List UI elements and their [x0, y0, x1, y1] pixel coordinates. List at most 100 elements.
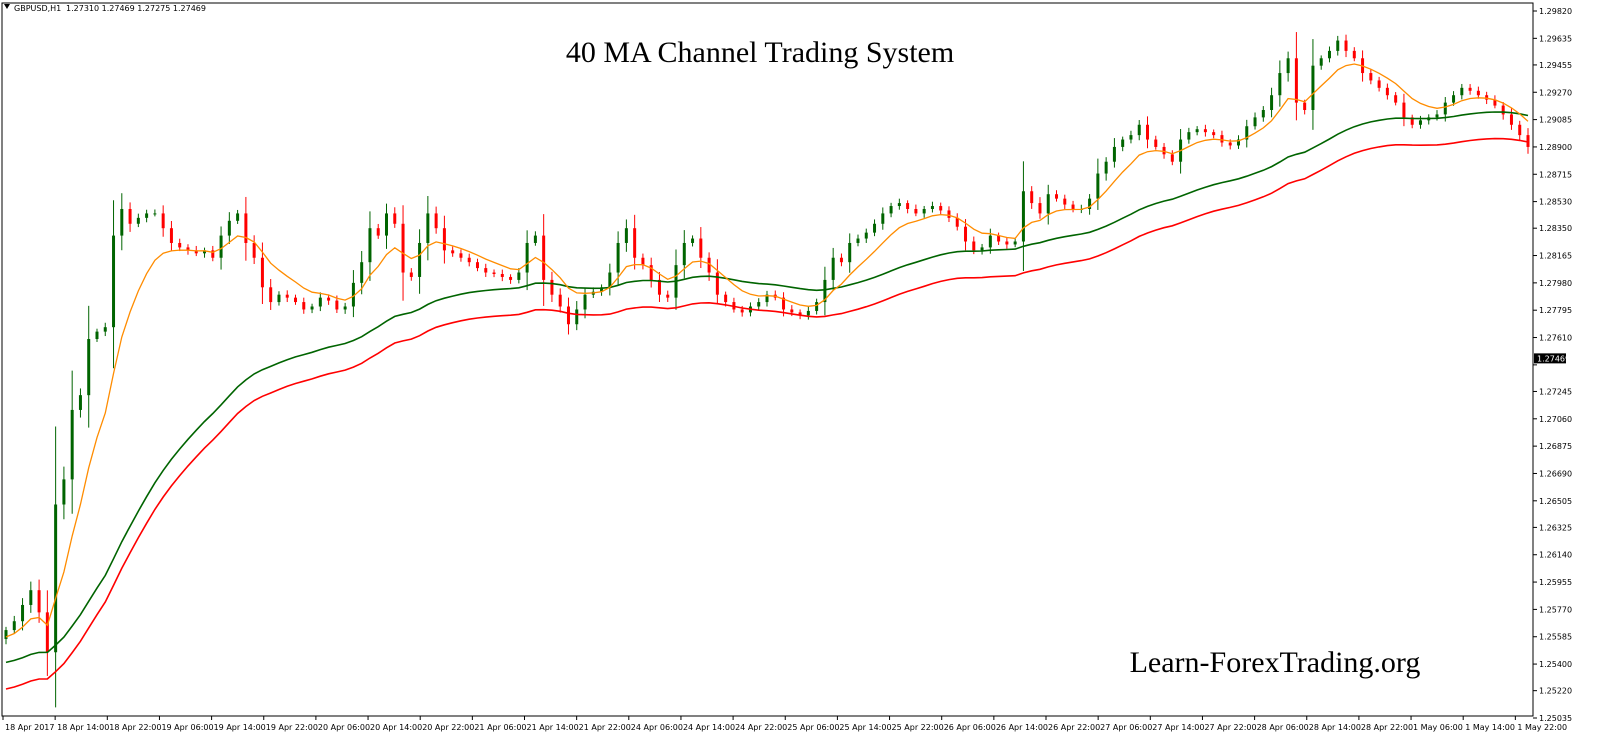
candle-body [533, 235, 537, 243]
candle-body [566, 306, 570, 325]
candle [1121, 136, 1125, 152]
candle-body [426, 213, 430, 243]
candle-body [103, 327, 107, 332]
candle-body [864, 232, 868, 239]
candle [1055, 190, 1059, 202]
candle-body [699, 238, 703, 258]
symbol-dropdown-icon[interactable] [4, 4, 10, 9]
candle [1270, 87, 1274, 118]
symbol-name[interactable]: GBPUSD,H1 [14, 4, 61, 13]
candle-body [1046, 194, 1050, 214]
candle-body [1468, 87, 1472, 91]
candle [691, 235, 695, 247]
candle [178, 238, 182, 252]
candle [1038, 197, 1042, 219]
time-tick-label: 19 Apr 14:00 [214, 723, 266, 732]
candle [1154, 135, 1158, 150]
candle-body [558, 294, 562, 307]
candle [1493, 95, 1497, 109]
candle [1253, 112, 1257, 130]
plot-frame [1, 2, 1534, 717]
candle [211, 245, 215, 262]
candle [1212, 129, 1216, 139]
candle-body [1203, 129, 1207, 133]
candle [657, 272, 661, 303]
candle-body [1129, 135, 1133, 140]
ma-channel-lower [5, 137, 1529, 690]
candle-body [294, 297, 298, 303]
candle-body [757, 302, 761, 307]
candles-layer [4, 32, 1530, 708]
moving-averages-layer [5, 63, 1529, 690]
candle [95, 328, 99, 342]
candle-body [500, 274, 504, 277]
price-tick-label: 1.29820 [1539, 7, 1572, 16]
candle [169, 221, 173, 251]
candle-body [972, 241, 976, 251]
candle-body [1286, 58, 1290, 74]
candle-body [153, 213, 157, 215]
candle [980, 243, 984, 255]
candle-body [525, 242, 529, 273]
candle [1088, 194, 1092, 215]
candle-body [1146, 124, 1149, 140]
candle-body [815, 302, 819, 311]
candle-body [914, 208, 918, 214]
price-tick-label: 1.29085 [1539, 116, 1572, 125]
candle-body [947, 210, 951, 218]
candle [666, 290, 670, 302]
candle-body [881, 213, 885, 224]
ma-fast [5, 63, 1529, 638]
candle-body [666, 294, 670, 298]
candle-body [459, 253, 463, 258]
candle-body [211, 250, 215, 258]
price-tick-label: 1.26875 [1539, 442, 1572, 451]
candle-body [806, 310, 810, 316]
candle [823, 266, 827, 316]
candle-body [484, 268, 488, 273]
ma-channel-middle [5, 111, 1529, 664]
candle-body [856, 238, 860, 243]
candle [1030, 186, 1034, 209]
candle-body [691, 238, 695, 243]
price-tick-label: 1.28165 [1539, 252, 1572, 261]
candle [1294, 32, 1298, 121]
candle [873, 219, 877, 237]
candle [682, 230, 686, 279]
candle [1468, 84, 1472, 95]
candle [1071, 200, 1075, 213]
candle [1501, 101, 1505, 120]
candle [302, 297, 306, 314]
candle [1129, 130, 1133, 144]
candle-body [839, 257, 843, 263]
price-tick-label: 1.29270 [1539, 88, 1572, 97]
candle [294, 294, 298, 305]
candle [62, 466, 66, 520]
price-tick-label: 1.27060 [1539, 415, 1572, 424]
candle-body [1228, 142, 1232, 146]
candle [153, 209, 157, 217]
time-tick-label: 26 Apr 06:00 [944, 723, 996, 732]
candle [1369, 69, 1373, 85]
price-tick-label: 1.25400 [1539, 660, 1572, 669]
price-tick-label: 1.25955 [1539, 578, 1572, 587]
candle-body [1055, 194, 1059, 199]
candle-body [542, 235, 546, 280]
candle [542, 214, 546, 306]
candle [1005, 237, 1009, 249]
candle-body [310, 306, 314, 310]
price-axis: 1.29820 1.29635 1.29455 1.29270 1.29085 1.289… [1, 2, 1572, 723]
candle-body [451, 250, 455, 254]
candle-body [707, 257, 711, 273]
time-tick-label: 26 Apr 22:00 [1048, 723, 1100, 732]
candle-body [1452, 95, 1456, 103]
candle-body [467, 257, 471, 263]
candle-body [1013, 241, 1017, 245]
candle [484, 263, 488, 277]
candle-body [988, 235, 992, 248]
time-tick-label: 18 Apr 2017 [5, 723, 54, 732]
candle [459, 249, 463, 262]
candle-body [120, 208, 124, 236]
candle [1096, 158, 1100, 210]
candle-body [550, 279, 554, 295]
